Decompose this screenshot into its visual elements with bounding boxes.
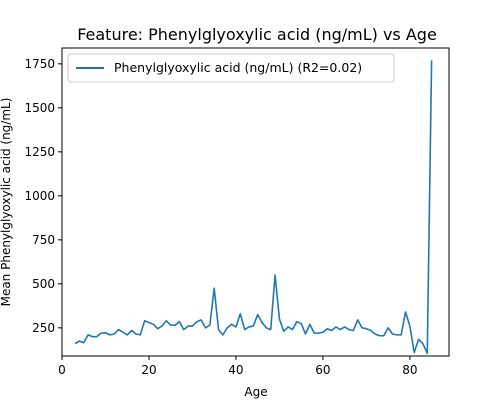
legend-label: Phenylglyoxylic acid (ng/mL) (R2=0.02) [114,60,362,75]
y-axis-label: Mean Phenylglyoxylic acid (ng/mL) [0,98,13,307]
chart-title: Feature: Phenylglyoxylic acid (ng/mL) vs… [77,25,437,44]
y-tick-label: 1000 [24,189,55,203]
y-tick-label: 500 [32,277,55,291]
series-line [74,60,433,355]
y-tick-label: 1500 [24,101,55,115]
y-tick-label: 1250 [24,145,55,159]
y-tick-label: 1750 [24,57,55,71]
x-axis-label: Age [244,385,267,399]
x-tick-label: 40 [228,363,243,377]
x-tick-label: 20 [141,363,156,377]
legend: Phenylglyoxylic acid (ng/mL) (R2=0.02) [67,53,395,83]
x-tick-label: 0 [58,363,66,377]
y-tick-label: 250 [32,321,55,335]
plot-frame [61,47,450,357]
plot-area [61,47,450,357]
x-tick-label: 80 [402,363,417,377]
x-axis: 0 20 40 60 80 [58,356,418,377]
y-tick-label: 750 [32,233,55,247]
x-tick-label: 60 [315,363,330,377]
legend-frame [67,53,395,83]
series-layer [74,60,433,355]
y-axis: 250 500 750 1000 1250 1500 1750 [24,57,62,335]
